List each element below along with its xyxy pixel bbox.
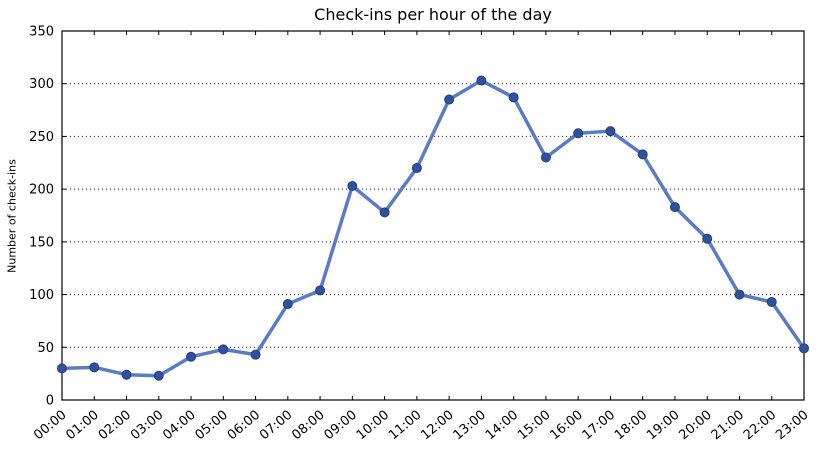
x-tick-label: 00:00 [31,408,69,444]
data-point-marker [766,296,777,307]
data-point-marker [573,128,584,139]
x-tick-label: 15:00 [515,408,553,444]
y-tick-label: 150 [29,235,54,250]
x-tick-label: 22:00 [741,408,779,444]
data-point-marker [411,163,422,174]
x-tick-label: 18:00 [612,408,650,444]
data-point-marker [121,369,132,380]
x-tick-label: 19:00 [644,408,682,444]
x-tick-label: 20:00 [676,408,714,444]
data-point-marker [218,344,229,355]
y-tick-label: 0 [46,394,54,409]
y-tick-label: 50 [37,341,54,356]
x-tick-label: 17:00 [580,408,618,444]
plot-frame [61,30,805,401]
data-point-marker [379,207,390,218]
x-tick-label: 08:00 [289,408,327,444]
y-tick-label: 100 [29,288,54,303]
y-tick-label: 300 [29,77,54,92]
x-tick-label: 11:00 [386,408,424,444]
data-point-marker [444,94,455,105]
data-point-marker [315,285,326,296]
data-point-marker [605,126,616,137]
x-tick-label: 04:00 [160,408,198,444]
x-tick-label: 01:00 [63,408,101,444]
data-point-marker [347,180,358,191]
data-point-marker [186,351,197,362]
data-point-marker [540,152,551,163]
x-tick-label: 23:00 [773,408,811,444]
data-point-marker [799,343,809,354]
data-line [60,78,806,378]
data-point-marker [282,299,293,310]
y-tick-label: 350 [29,25,54,40]
data-point-marker [669,202,680,213]
x-tick-label: 02:00 [96,408,134,444]
y-tick-label: 200 [29,183,54,198]
x-tick-label: 06:00 [225,408,263,444]
x-tick-label: 12:00 [418,408,456,444]
data-point-marker [734,289,745,300]
x-tick-label: 16:00 [547,408,585,444]
data-point-marker [153,370,164,381]
x-tick-label: 14:00 [483,408,521,444]
y-tick-label: 250 [29,130,54,145]
x-tick-label: 07:00 [257,408,295,444]
data-point-marker [702,233,713,244]
data-point-marker [637,149,648,160]
x-tick-label: 10:00 [354,408,392,444]
x-tick-label: 03:00 [128,408,166,444]
data-point-marker [476,75,487,86]
chart-title: Check-ins per hour of the day [314,5,552,24]
x-tick-label: 05:00 [193,408,231,444]
x-tick-label: 13:00 [451,408,489,444]
x-tick-label: 21:00 [709,408,747,444]
data-point-marker [57,363,67,374]
x-tick-label: 09:00 [322,408,360,444]
data-point-marker [250,349,261,360]
data-point-marker [508,92,519,103]
data-point-marker [89,362,100,373]
